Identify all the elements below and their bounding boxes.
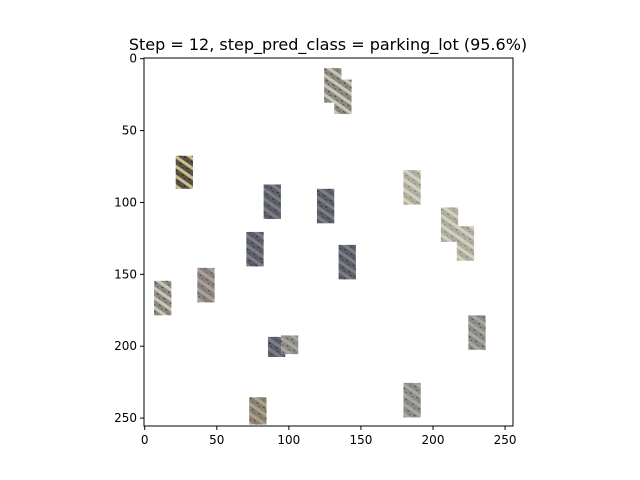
y-axis: 0 50 100 150 200 250 — [114, 52, 144, 425]
x-tick-label: 0 — [141, 433, 149, 447]
image-patch-11 — [197, 267, 215, 303]
image-patch-9 — [246, 231, 264, 267]
x-tick-label: 200 — [422, 433, 445, 447]
image-patch-4 — [263, 184, 281, 219]
chart-title: Step = 12, step_pred_class = parking_lot… — [129, 35, 527, 55]
y-tick-label: 50 — [122, 124, 137, 138]
y-tick-label: 250 — [114, 411, 137, 425]
image-patch-6 — [403, 170, 421, 205]
axes-frame — [143, 57, 514, 427]
y-tick-label: 150 — [114, 267, 137, 281]
image-patch-5 — [316, 188, 335, 224]
image-patch-12 — [154, 280, 172, 316]
image-patch-16 — [403, 382, 421, 418]
x-axis: 0 50 100 150 200 250 — [141, 426, 517, 447]
image-patch-8 — [456, 226, 475, 261]
x-tick-label: 50 — [209, 433, 224, 447]
x-tick-label: 150 — [349, 433, 372, 447]
y-tick-label: 0 — [129, 52, 137, 66]
image-patch-13 — [468, 315, 486, 350]
x-tick-label: 100 — [277, 433, 300, 447]
image-patch-10 — [338, 244, 356, 280]
image-patch-17 — [249, 397, 267, 425]
x-tick-label: 250 — [494, 433, 517, 447]
image-patch-3 — [175, 155, 194, 189]
image-patch-2 — [334, 79, 352, 115]
y-tick-label: 100 — [114, 195, 137, 209]
y-tick-label: 200 — [114, 339, 137, 353]
image-patch-7 — [440, 207, 459, 242]
image-patch-15 — [280, 335, 299, 355]
image-patches — [154, 68, 486, 425]
